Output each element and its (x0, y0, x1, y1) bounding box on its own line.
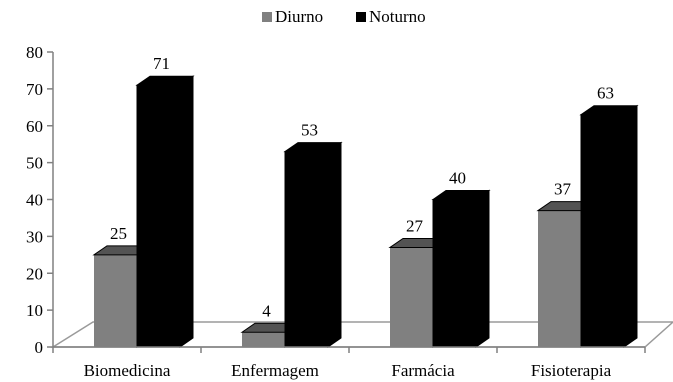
data-label: 63 (597, 84, 614, 103)
data-label: 25 (110, 224, 127, 243)
y-tick-label: 40 (26, 191, 43, 210)
legend-label: Diurno (275, 7, 323, 26)
bar-noturno-3 (579, 104, 639, 348)
data-label: 37 (554, 180, 572, 199)
bars-group (92, 75, 639, 348)
x-axis: Biomedicina Enfermagem Farmácia Fisioterapi… (52, 346, 646, 380)
y-tick-label: 10 (26, 301, 43, 320)
bar-front (580, 114, 625, 348)
x-tick-label: Enfermagem (231, 361, 319, 380)
bar-noturno-2 (431, 189, 491, 348)
y-tick-label: 60 (26, 117, 43, 136)
legend-swatch (262, 12, 272, 22)
x-tick-label: Farmácia (391, 361, 455, 380)
y-tick-label: 70 (26, 80, 43, 99)
y-tick-label: 80 (26, 43, 43, 62)
bar-side (327, 141, 342, 348)
chart-legend: Diurno Noturno (262, 7, 426, 26)
data-label: 71 (153, 54, 170, 73)
bar-top (135, 75, 195, 86)
bar-front (136, 84, 181, 348)
bar-side (179, 75, 194, 348)
y-tick-label: 50 (26, 154, 43, 173)
data-label: 27 (406, 216, 424, 235)
bar-front (242, 332, 285, 347)
y-tick-label: 20 (26, 264, 43, 283)
data-labels-group: 25 71 4 53 27 40 37 63 (110, 54, 614, 320)
bar-side (475, 189, 490, 348)
x-tick-label: Biomedicina (84, 361, 171, 380)
bar-front (390, 247, 433, 347)
bar-side (623, 104, 638, 348)
bar-front (538, 210, 581, 347)
x-tick-label: Fisioterapia (531, 361, 612, 380)
data-label: 40 (449, 169, 466, 188)
bar-top (431, 190, 491, 200)
y-tick-label: 30 (26, 227, 43, 246)
legend-item-diurno: Diurno (262, 7, 323, 26)
bar-front (94, 254, 137, 347)
bar-noturno-0 (135, 75, 195, 348)
bar-top (283, 142, 343, 153)
y-tick-label: 0 (35, 338, 44, 357)
bar-front (432, 199, 477, 348)
legend-label: Noturno (369, 7, 426, 26)
data-label: 4 (262, 301, 271, 320)
y-axis: 0 10 20 30 40 50 60 70 80 (26, 43, 54, 357)
bar-front (284, 151, 329, 348)
bar-noturno-1 (283, 141, 343, 348)
bar-top (579, 105, 639, 116)
legend-item-noturno: Noturno (356, 7, 426, 26)
data-label: 53 (301, 121, 318, 140)
legend-swatch (356, 12, 366, 22)
